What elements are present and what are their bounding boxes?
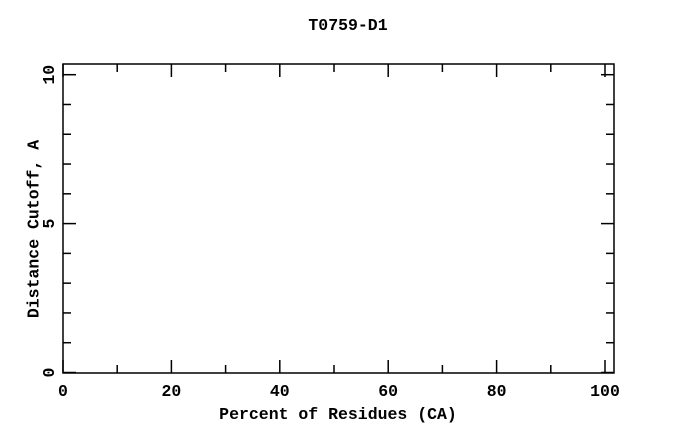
chart-title: T0759-D1	[308, 16, 388, 35]
x-tick-label: 80	[487, 382, 507, 401]
x-tick-label: 40	[270, 382, 290, 401]
x-tick-label: 20	[161, 382, 181, 401]
x-tick-label: 100	[590, 382, 620, 401]
y-tick-label: 10	[40, 65, 59, 85]
x-tick-label: 60	[378, 382, 398, 401]
y-axis-label: Distance Cutoff, A	[24, 139, 44, 319]
plot-frame	[62, 63, 615, 374]
x-tick-label: 0	[58, 382, 68, 401]
x-axis-label: Percent of Residues (CA)	[219, 405, 457, 424]
y-tick-label: 5	[40, 219, 59, 229]
y-tick-label: 0	[40, 368, 59, 378]
